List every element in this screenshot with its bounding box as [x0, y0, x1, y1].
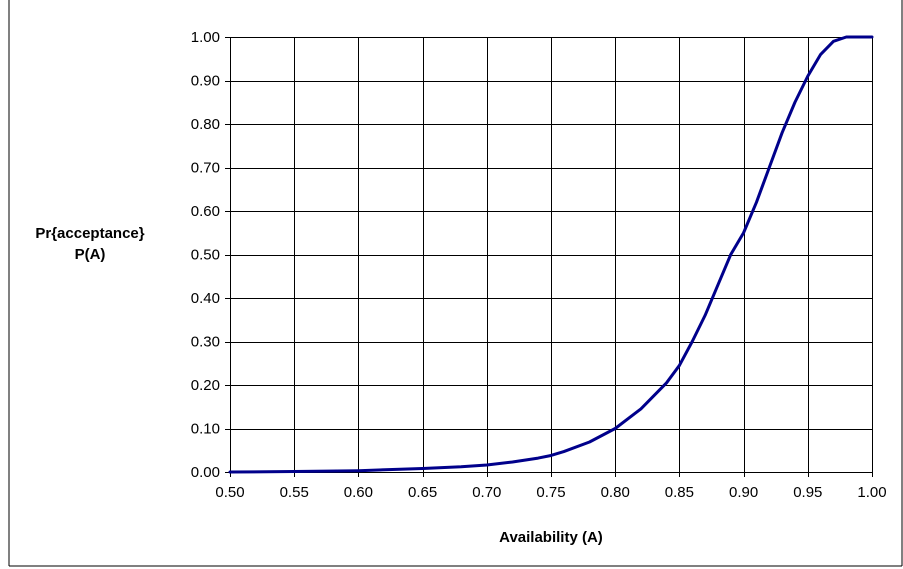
y-tick-label: 0.70 [191, 160, 220, 177]
y-axis-label-line-2: P(A) [75, 246, 106, 263]
y-tick-label: 0.30 [191, 334, 220, 351]
x-tick-label: 0.75 [536, 484, 565, 501]
y-tick-label: 0.10 [191, 421, 220, 438]
x-tick-label: 0.85 [665, 484, 694, 501]
x-tick-label: 0.80 [601, 484, 630, 501]
x-tick-label: 0.60 [344, 484, 373, 501]
x-axis-label: Availability (A) [499, 529, 603, 546]
x-tick-label: 0.65 [408, 484, 437, 501]
x-tick-label: 0.90 [729, 484, 758, 501]
y-tick-label: 0.90 [191, 73, 220, 90]
x-tick-label: 1.00 [857, 484, 886, 501]
y-tick-label: 0.00 [191, 464, 220, 481]
y-tick-label: 1.00 [191, 29, 220, 46]
y-tick-label: 0.50 [191, 247, 220, 264]
y-tick-label: 0.40 [191, 290, 220, 307]
acceptance-curve [228, 35, 874, 474]
y-tick-label: 0.20 [191, 377, 220, 394]
x-tick-label: 0.70 [472, 484, 501, 501]
y-axis-label-line-1: Pr{acceptance} [35, 225, 144, 242]
y-tick-label: 0.80 [191, 116, 220, 133]
x-tick-label: 0.50 [215, 484, 244, 501]
x-tick-label: 0.95 [793, 484, 822, 501]
x-tick-label: 0.55 [280, 484, 309, 501]
y-tick-label: 0.60 [191, 203, 220, 220]
